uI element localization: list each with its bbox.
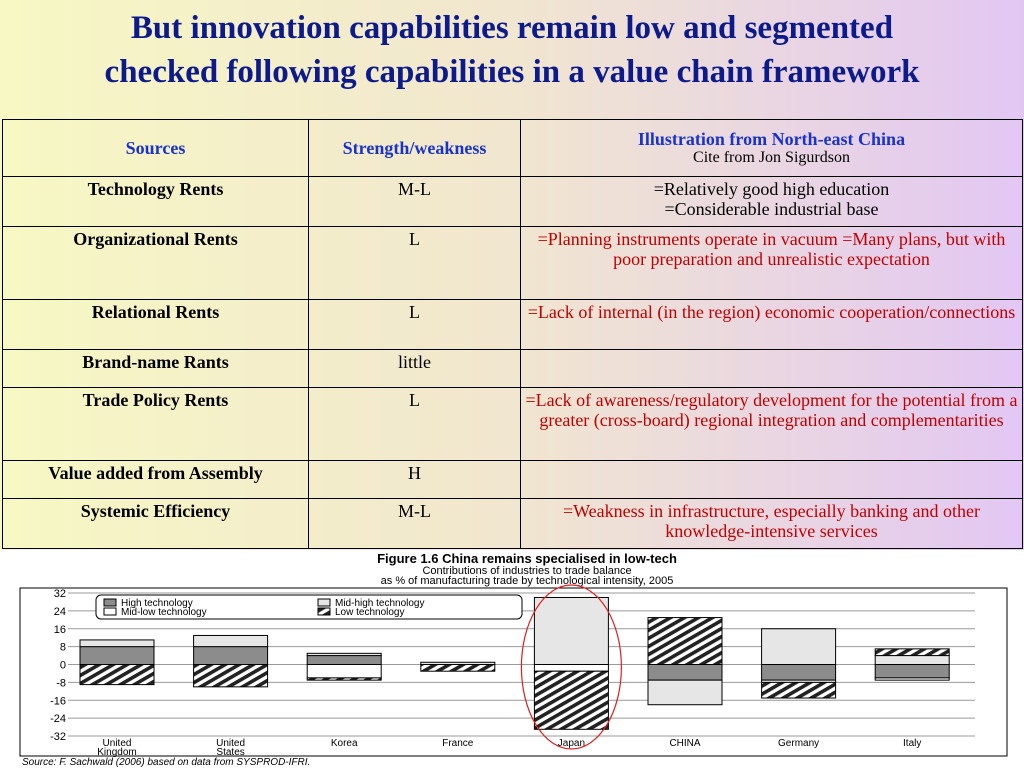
bar-segment <box>193 634 269 648</box>
row-strength: H <box>308 460 521 499</box>
bar-segment <box>306 677 382 681</box>
y-tick-label: 32 <box>54 588 66 600</box>
header-illustration: Illustration from North-east China Cite … <box>520 119 1023 177</box>
table-row: Systemic Efficiency M-L =Weakness in infra… <box>2 497 1023 550</box>
capabilities-table: Sources Strength/weakness Illustration f… <box>2 119 1023 550</box>
bar-segment <box>420 664 496 672</box>
bar-segment <box>874 648 950 657</box>
trade-balance-figure: Figure 1.6 China remains specialised in … <box>0 550 1024 768</box>
y-tick-label: 8 <box>60 642 66 654</box>
category-label: States <box>216 747 244 758</box>
category-label: United <box>216 738 245 749</box>
bar-segment <box>647 664 723 681</box>
legend-box <box>95 594 523 620</box>
bar-segment <box>79 664 155 686</box>
row-strength: M-L <box>308 175 521 228</box>
bar-segment <box>306 652 382 657</box>
row-strength: L <box>308 298 521 351</box>
row-strength: M-L <box>308 497 521 550</box>
trade-balance-chart: Figure 1.6 China remains specialised in … <box>19 551 1008 768</box>
row-illustration: =Lack of awareness/regulatory developmen… <box>520 386 1023 462</box>
bar-segment <box>79 646 155 665</box>
table-row: Relational Rents L =Lack of internal (in t… <box>2 298 1023 351</box>
category-label: Kingdom <box>97 747 136 758</box>
bar-segment <box>647 617 723 665</box>
bar-segment <box>193 646 269 665</box>
bar-segment <box>647 679 723 706</box>
y-tick-label: 24 <box>54 606 66 618</box>
highlight-ellipse <box>520 584 623 750</box>
slide-title-line-1: But innovation capabilities remain low a… <box>130 10 894 46</box>
header-strength: Strength/weakness <box>308 119 521 177</box>
y-tick-label: -32 <box>50 731 66 743</box>
row-source: Systemic Efficiency <box>2 497 309 550</box>
slide-title-line-2: checked following capabilities in a valu… <box>104 54 920 90</box>
bar-segment <box>306 655 382 665</box>
bar-segment <box>761 681 837 699</box>
category-label: France <box>442 738 474 749</box>
row-illustration: =Weakness in infrastructure, especially … <box>520 497 1023 550</box>
category-label: United <box>103 738 132 749</box>
bar-segment <box>533 664 609 672</box>
category-label: Germany <box>778 738 819 749</box>
row-illustration <box>520 349 1023 388</box>
bar-segment <box>193 664 269 688</box>
header-sources: Sources <box>2 119 309 177</box>
row-illustration <box>520 460 1023 499</box>
bar-segment <box>533 670 609 730</box>
row-illustration: =Lack of internal (in the region) econom… <box>520 298 1023 351</box>
figure-subtitle-2: as % of manufacturing trade by technolog… <box>381 575 674 587</box>
y-tick-label: 16 <box>54 624 66 636</box>
figure-source-note: Source: F. Sachwald (2006) based on data… <box>22 757 310 768</box>
row-illustration: =Relatively good high education =Conside… <box>520 175 1023 228</box>
table-row: Organizational Rents L =Planning instrumen… <box>2 226 1023 300</box>
figure-title: Figure 1.6 China remains specialised in … <box>377 551 677 566</box>
legend-label: Mid-low technology <box>121 607 207 618</box>
table-row: Brand-name Rants little <box>2 349 1023 388</box>
bar-segment <box>874 664 950 679</box>
legend-label: High technology <box>121 598 193 609</box>
y-tick-label: 0 <box>60 660 66 672</box>
legend-swatch <box>103 598 117 607</box>
legend-swatch <box>317 607 331 616</box>
row-source: Value added from Assembly <box>2 460 309 499</box>
header-illustration-label: Illustration from North-east China <box>637 129 906 149</box>
bar-segment <box>306 664 382 679</box>
bar-segment <box>874 655 950 665</box>
legend-label: Low technology <box>335 607 405 618</box>
table-row: Technology Rents M-L =Relatively good high… <box>2 175 1023 228</box>
row-source: Trade Policy Rents <box>2 386 309 462</box>
row-source: Organizational Rents <box>2 226 309 300</box>
slide-title: But innovation capabilities remain low a… <box>0 6 1024 94</box>
category-label: CHINA <box>669 738 700 749</box>
legend-swatch <box>317 598 331 607</box>
bar-segment <box>874 677 950 681</box>
category-label: Korea <box>331 738 358 749</box>
row-source: Brand-name Rants <box>2 349 309 388</box>
bar-segment <box>79 639 155 648</box>
bar-segment <box>533 596 609 665</box>
category-label: Japan <box>558 738 585 749</box>
y-tick-label: -24 <box>50 713 66 725</box>
legend-label: Mid-high technology <box>335 598 425 609</box>
row-strength: L <box>308 226 521 300</box>
row-illustration: =Planning instruments operate in vacuum … <box>520 226 1023 300</box>
table-row: Value added from Assembly H <box>2 460 1023 499</box>
y-tick-label: -16 <box>50 695 66 707</box>
y-tick-label: -8 <box>56 677 66 689</box>
header-illustration-citation: Cite from Jon Sigurdson <box>693 149 850 166</box>
bar-segment <box>761 628 837 665</box>
figure-subtitle-1: Contributions of industries to trade bal… <box>422 565 631 577</box>
row-strength: little <box>308 349 521 388</box>
row-strength: L <box>308 386 521 462</box>
category-label: Italy <box>903 738 921 749</box>
table-row: Trade Policy Rents L =Lack of awareness/re… <box>2 386 1023 462</box>
legend-swatch <box>103 607 117 616</box>
row-source: Relational Rents <box>2 298 309 351</box>
row-source: Technology Rents <box>2 175 309 228</box>
table-header-row: Sources Strength/weakness Illustration f… <box>2 119 1023 177</box>
bar-segment <box>761 664 837 681</box>
